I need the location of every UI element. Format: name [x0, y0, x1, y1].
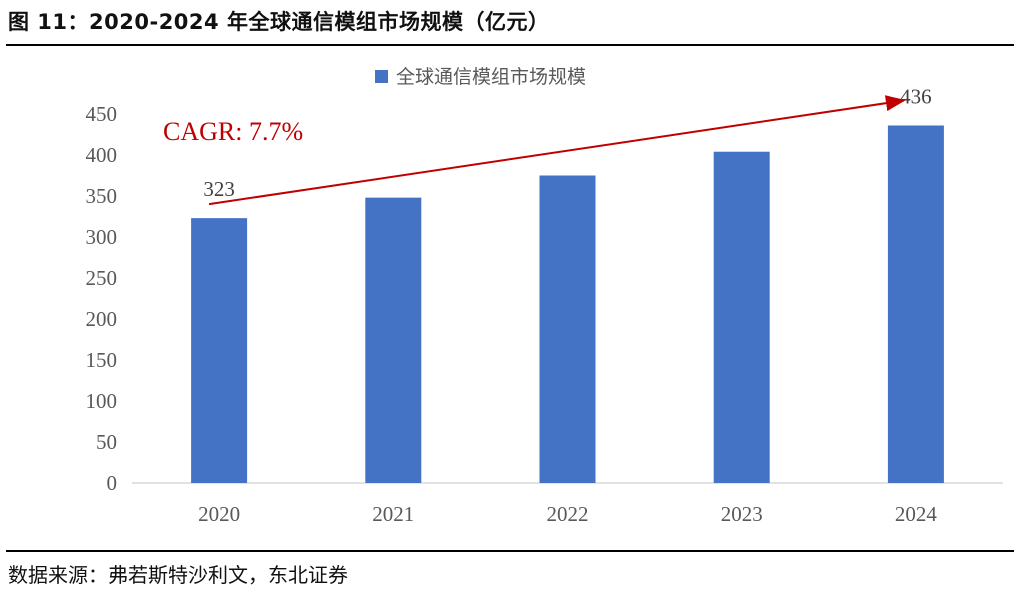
bottom-rule: [6, 550, 1014, 552]
source-note: 数据来源：弗若斯特沙利文，东北证券: [8, 563, 348, 587]
bar-2022: [539, 175, 596, 483]
top-rule: [6, 44, 1014, 46]
y-tick-label: 150: [86, 348, 118, 372]
x-axis: 2020 2021 2022 2023 2024: [132, 482, 1003, 526]
cagr-label: CAGR: 7.7%: [163, 117, 303, 146]
cagr-arrow: [208, 95, 906, 206]
figure-title: 图 11：2020-2024 年全球通信模组市场规模（亿元）: [8, 10, 550, 34]
bar-chart: 全球通信模组市场规模 0 50 100 150 200 250 300 350 400 450 2…: [86, 66, 1003, 526]
x-tick-label: 2022: [547, 502, 589, 526]
y-tick-label: 100: [86, 389, 118, 413]
y-tick-label: 400: [86, 143, 118, 167]
y-tick-label: 200: [86, 307, 118, 331]
bar-2023: [713, 151, 770, 483]
data-label-2024: 436: [900, 84, 932, 108]
legend-swatch: [375, 70, 388, 83]
data-label-2020: 323: [203, 177, 235, 201]
y-tick-label: 50: [96, 430, 117, 454]
legend-label: 全球通信模组市场规模: [396, 66, 586, 88]
y-tick-label: 250: [86, 266, 118, 290]
y-tick-label: 450: [86, 102, 118, 126]
x-tick-label: 2020: [198, 502, 240, 526]
y-axis: 0 50 100 150 200 250 300 350 400 450: [86, 102, 118, 495]
bar-2024: [887, 125, 944, 483]
bar-series: [191, 125, 944, 483]
x-tick-label: 2023: [721, 502, 763, 526]
y-tick-label: 0: [107, 471, 118, 495]
y-tick-label: 300: [86, 225, 118, 249]
y-tick-label: 350: [86, 184, 118, 208]
bar-2021: [365, 197, 422, 483]
legend: 全球通信模组市场规模: [375, 66, 586, 88]
cagr-annotation: CAGR: 7.7%: [163, 95, 906, 206]
x-tick-label: 2024: [895, 502, 938, 526]
bar-2020: [191, 218, 248, 483]
x-tick-label: 2021: [372, 502, 414, 526]
